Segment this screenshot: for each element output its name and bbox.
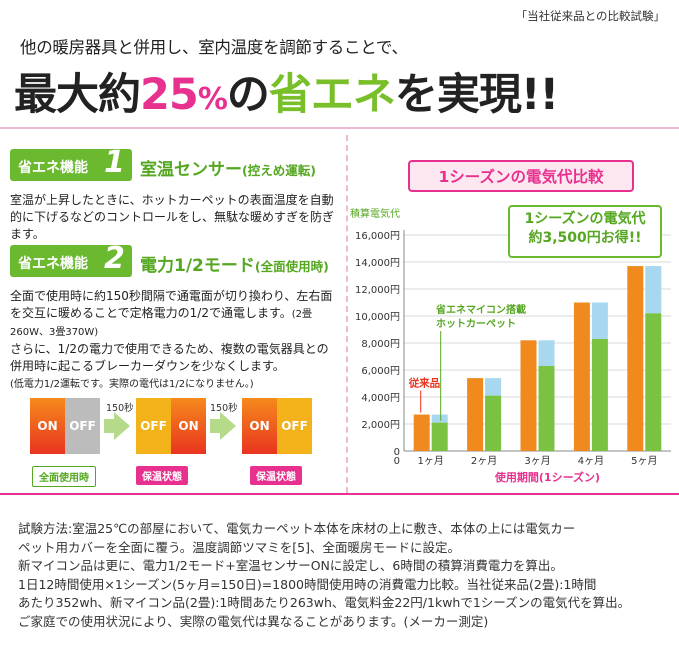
headline-key: 省エネ	[268, 70, 396, 120]
bar-new-5	[645, 313, 662, 451]
y-tick-label: 4,000円	[361, 393, 400, 404]
bar-diff-2	[485, 378, 502, 396]
headline-percent: 25%	[140, 70, 228, 120]
feature2-badge: 省エネ機能 2	[10, 241, 132, 277]
legend-new-line2: ホットカーペット	[436, 318, 516, 330]
arrow-2	[220, 412, 236, 440]
warm-diagram-1: OFF ON	[136, 398, 206, 454]
y-tick-label: 12,000円	[355, 285, 400, 296]
y-tick-label: 14,000円	[355, 258, 400, 269]
arrow-bar-2	[210, 419, 220, 433]
headline-pre: 最大約	[14, 70, 141, 120]
y-tick-label: 2,000円	[361, 420, 400, 431]
y-axis-label: 積算電気代	[350, 207, 400, 220]
bar-diff-3	[538, 340, 555, 366]
y-tick-label: 10,000円	[355, 312, 400, 323]
bar-old-3	[520, 340, 537, 451]
bar-new-2	[485, 395, 502, 451]
x-tick-label: 2ヶ月	[471, 455, 497, 467]
feature2-text: 全面で使用時に約150秒間隔で通電面が切り換わり、左右面を交互に暖めることで定格…	[10, 289, 333, 390]
y-tick-label: 6,000円	[361, 366, 400, 377]
bar-diff-5	[645, 266, 662, 314]
arrow-1	[114, 412, 130, 440]
bar-old-4	[573, 302, 590, 451]
x-tick-label: 1ヶ月	[418, 455, 444, 467]
feature1-title: 室温センサー(控えめ運転)	[140, 160, 316, 180]
bar-old-1	[413, 414, 430, 451]
bar-old-5	[627, 266, 644, 451]
x-tick-label: 5ヶ月	[631, 455, 657, 467]
chart-title: 1シーズンの電気代比較	[408, 160, 634, 192]
bar-new-4	[591, 338, 608, 451]
feature1-text: 室温が上昇したときに、ホットカーペットの表面温度を自動的に下げるなどのコントロー…	[10, 193, 335, 241]
bar-new-3	[538, 365, 555, 451]
warm-label-1: 保温状態	[136, 466, 188, 485]
full-use-label: 全面使用時	[32, 466, 96, 487]
warm-label-2: 保温状態	[250, 466, 302, 485]
on-segment: ON	[242, 398, 277, 454]
bar-diff-1	[431, 414, 448, 423]
bar-diff-4	[591, 302, 608, 339]
y-tick-label: 16,000円	[355, 231, 400, 242]
headline-post: を実現!!	[394, 70, 559, 120]
off-segment: OFF	[277, 398, 312, 454]
on-segment: ON	[171, 398, 206, 454]
bar-old-2	[467, 378, 484, 451]
arrow-bar-1	[104, 419, 114, 433]
feature1-badge: 省エネ機能 1	[10, 145, 132, 181]
bar-new-1	[431, 422, 448, 451]
subtitle: 他の暖房器具と併用し、室内温度を調節することで、	[20, 38, 408, 57]
x-tick-label: 4ヶ月	[578, 455, 604, 467]
seconds-label-1: 150秒	[106, 403, 134, 414]
legend-old: 従来品	[408, 377, 441, 390]
seconds-label-2: 150秒	[210, 403, 238, 414]
test-description: 試験方法:室温25℃の部屋において、電気カーペット本体を床材の上に敷き、本体の上…	[18, 521, 631, 629]
column-divider	[346, 135, 348, 493]
bottom-divider	[0, 493, 679, 495]
legend-new-line1: 省エネマイコン搭載	[435, 303, 526, 316]
warm-diagram-2: ON OFF	[242, 398, 312, 454]
x-tick-label: 3ヶ月	[524, 455, 550, 467]
full-use-diagram: ON OFF	[30, 398, 100, 454]
on-segment: ON	[30, 398, 65, 454]
savings-callout: 1シーズンの電気代 約3,500円お得!!	[508, 205, 662, 258]
x-axis-label: 使用期間(1シーズン)	[494, 470, 600, 484]
y-tick-label: 0	[394, 447, 400, 458]
off-segment: OFF	[65, 398, 100, 454]
header-divider	[0, 127, 679, 129]
headline-mid: の	[226, 70, 270, 120]
headline: 最大約25%の省エネを実現!!	[14, 60, 559, 122]
comparison-tag: 「当社従来品との比較試験」	[515, 9, 665, 23]
feature2-title: 電力1/2モード(全面使用時)	[140, 256, 329, 276]
x-origin-label: 0	[394, 456, 400, 467]
off-segment: OFF	[136, 398, 171, 454]
y-tick-label: 8,000円	[361, 339, 400, 350]
